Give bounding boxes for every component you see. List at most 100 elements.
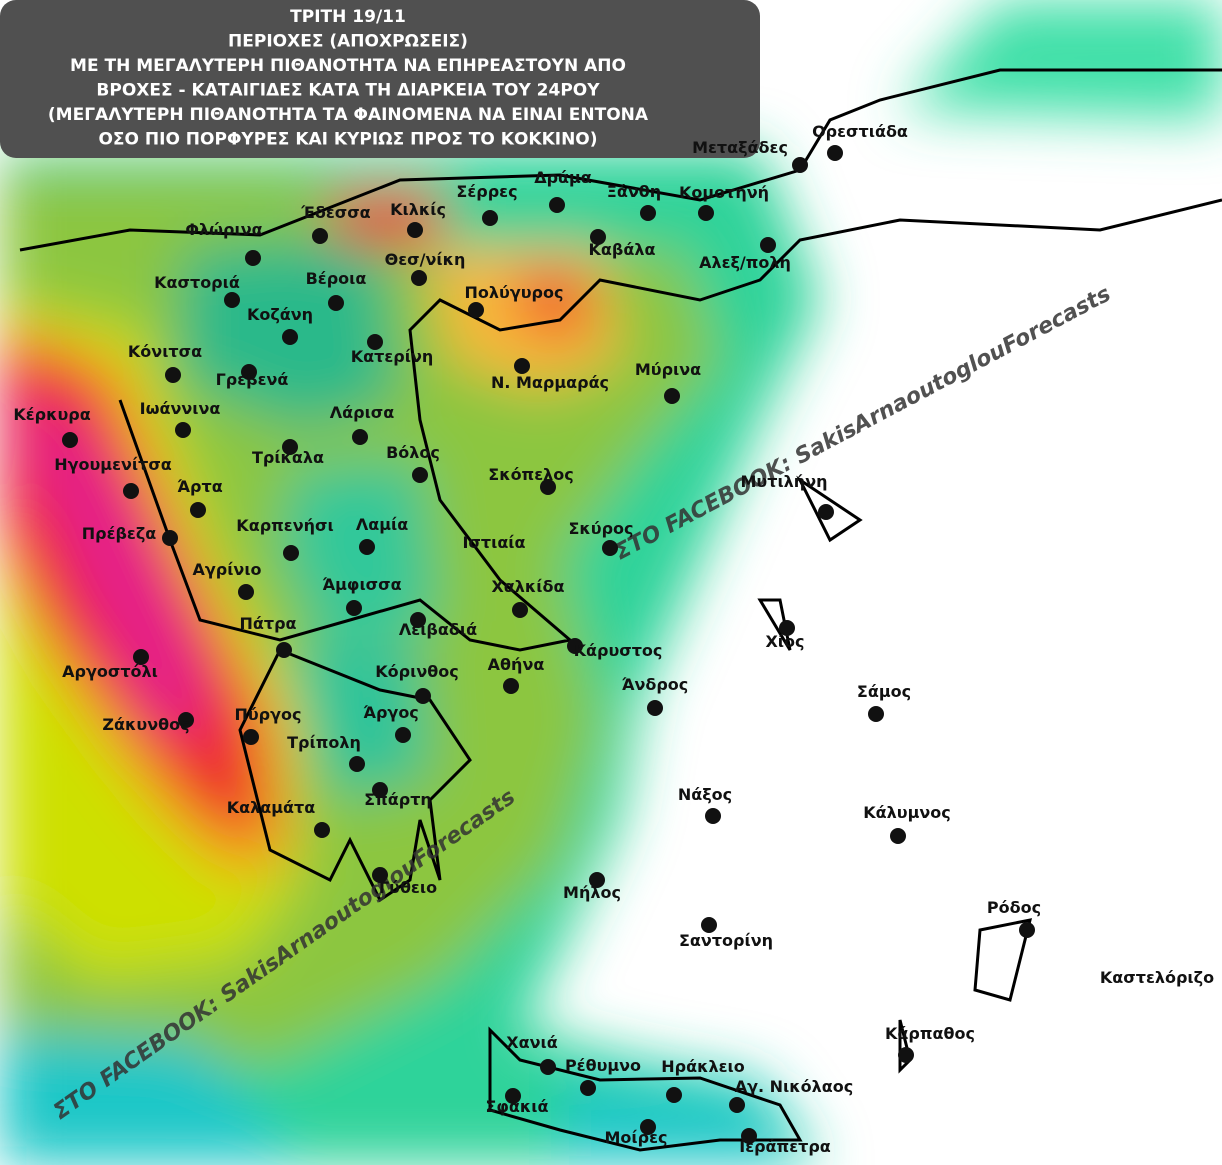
city-dot <box>666 1087 682 1103</box>
city-dot <box>898 1047 914 1063</box>
city-dot <box>282 439 298 455</box>
city-label: Αγ. Νικόλαος <box>735 1077 854 1096</box>
city-dot <box>503 678 519 694</box>
city-dot <box>314 822 330 838</box>
city-label: Αγρίνιο <box>192 560 261 579</box>
city-dot <box>705 808 721 824</box>
city-label: Τρίπολη <box>287 733 361 752</box>
header-line: ΜΕ ΤΗ ΜΕΓΑΛΥΤΕΡΗ ΠΙΘΑΝΟΤΗΤΑ ΝΑ ΕΠΗΡΕΑΣΤΟ… <box>70 56 626 76</box>
city-dot <box>241 364 257 380</box>
city-label: Μήλος <box>563 883 621 902</box>
city-label: Αργοστόλι <box>62 662 158 681</box>
city-label: Κιλκίς <box>390 200 446 219</box>
city-label: Ρέθυμνο <box>565 1056 641 1075</box>
city-dot <box>664 388 680 404</box>
city-dot <box>359 539 375 555</box>
city-dot <box>165 367 181 383</box>
city-label: Σφακιά <box>485 1097 548 1116</box>
city-label: Χανιά <box>506 1033 557 1052</box>
city-label: Γύθειο <box>379 878 437 897</box>
city-label: Ρόδος <box>987 898 1041 917</box>
city-dot <box>411 270 427 286</box>
city-label: Ιωάννινα <box>140 399 221 418</box>
city-label: Σκόπελος <box>488 465 573 484</box>
city-label: Καστοριά <box>154 273 240 292</box>
city-label: Τρίκαλα <box>252 448 324 467</box>
city-label: Λειβαδιά <box>399 620 477 639</box>
city-label: Πύργος <box>234 705 301 724</box>
city-label: Λάρισα <box>330 403 395 422</box>
city-label: Κοζάνη <box>247 305 313 324</box>
city-label: Αθήνα <box>488 655 545 674</box>
city-label: Καβάλα <box>589 240 656 259</box>
city-dot <box>640 1119 656 1135</box>
city-label: Μοίρες <box>605 1128 668 1147</box>
city-dot <box>282 329 298 345</box>
city-dot <box>1019 922 1035 938</box>
city-label: Έδεσσα <box>300 203 370 222</box>
city-label: Κατερίνη <box>351 347 433 366</box>
city-label: Σαντορίνη <box>679 931 773 950</box>
city-dot <box>580 1080 596 1096</box>
city-label: Άρτα <box>177 477 222 496</box>
city-label: Σπάρτη <box>364 790 432 809</box>
city-dot <box>514 358 530 374</box>
city-label: Άργος <box>363 703 419 722</box>
city-dot <box>312 228 328 244</box>
city-label: Κομοτηνή <box>679 183 769 202</box>
city-dot <box>640 205 656 221</box>
city-label: Καρπενήσι <box>236 516 333 535</box>
city-label: Κόνιτσα <box>128 342 202 361</box>
city-dot <box>410 612 426 628</box>
city-label: Νάξος <box>678 785 732 804</box>
city-label: Γρεβενά <box>216 370 289 389</box>
city-label: Βέροια <box>306 269 367 288</box>
city-label: Σάμος <box>857 682 911 701</box>
city-dot <box>698 205 714 221</box>
city-dot <box>415 688 431 704</box>
city-label: Σέρρες <box>456 182 517 201</box>
city-dot <box>133 649 149 665</box>
city-dot <box>590 229 606 245</box>
header-line: ΠΕΡΙΟΧΕΣ (ΑΠΟΧΡΩΣΕΙΣ) <box>228 32 468 52</box>
city-label: Χαλκίδα <box>491 577 564 596</box>
city-dot <box>647 700 663 716</box>
city-label: Άνδρος <box>622 675 689 694</box>
city-label: Κέρκυρα <box>13 405 90 424</box>
city-dot <box>407 222 423 238</box>
city-label: Θεσ/νίκη <box>385 250 466 269</box>
city-dot <box>760 237 776 253</box>
city-dot <box>827 145 843 161</box>
city-label: Κάλυμνος <box>863 803 950 822</box>
header-line: ΟΣΟ ΠΙΟ ΠΟΡΦΥΡΕΣ ΚΑΙ ΚΥΡΙΩΣ ΠΡΟΣ ΤΟ ΚΟΚΚ… <box>98 130 597 150</box>
city-dot <box>741 1128 757 1144</box>
city-dot <box>701 917 717 933</box>
city-label: Λαμία <box>356 515 408 534</box>
city-label: Ιστιαία <box>462 533 525 552</box>
city-dot <box>349 756 365 772</box>
city-label: Πρέβεζα <box>82 524 157 543</box>
city-label: Μυτιλήνη <box>741 472 828 491</box>
city-dot <box>62 432 78 448</box>
city-label: Σκύρος <box>568 519 633 538</box>
city-label: Πάτρα <box>239 614 296 633</box>
city-dot <box>602 540 618 556</box>
city-dot <box>792 157 808 173</box>
city-label: Καστελόριζο <box>1100 968 1214 987</box>
city-dot <box>346 600 362 616</box>
city-label: Κάρυστος <box>574 641 663 660</box>
city-dot <box>372 867 388 883</box>
city-label: Πολύγυρος <box>465 283 564 302</box>
city-dot <box>567 638 583 654</box>
city-dot <box>352 429 368 445</box>
city-label: Ηγουμενίτσα <box>54 455 172 474</box>
city-dot <box>178 712 194 728</box>
city-dot <box>482 210 498 226</box>
city-label: Κόρινθος <box>375 662 458 681</box>
city-dot <box>395 727 411 743</box>
city-label: Ηράκλειο <box>661 1057 744 1076</box>
city-label: Άμφισσα <box>322 575 401 594</box>
city-label: Ζάκυνθος <box>102 715 189 734</box>
city-dot <box>890 828 906 844</box>
header-line: ΤΡΙΤΗ 19/11 <box>290 7 406 27</box>
